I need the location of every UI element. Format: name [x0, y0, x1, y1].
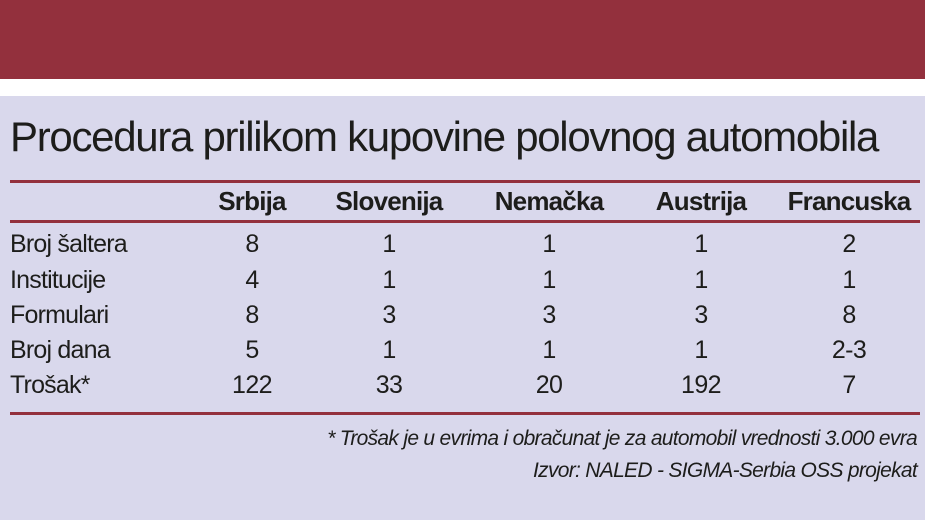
table-cell: 1 — [542, 266, 556, 294]
table-cell: 2-3 — [831, 336, 867, 364]
table-cell: 8 — [842, 301, 856, 329]
table-cell: 3 — [694, 301, 708, 329]
table-cell: 33 — [375, 371, 403, 399]
table-panel — [0, 96, 925, 520]
chart-title: Procedura prilikom kupovine polovnog aut… — [10, 113, 879, 160]
table-cell: 3 — [542, 301, 556, 329]
column-header: Nemačka — [494, 186, 604, 216]
table-cell: 1 — [842, 266, 856, 294]
table-cell: 1 — [542, 336, 556, 364]
row-label: Formulari — [10, 301, 109, 329]
table-cell: 192 — [681, 371, 722, 399]
table-cell: 1 — [382, 266, 396, 294]
table-cell: 122 — [232, 371, 273, 399]
table-cell: 1 — [382, 230, 396, 258]
column-header: Francuska — [787, 186, 912, 216]
table-cell: 2 — [842, 230, 856, 258]
bottom-rule — [10, 412, 920, 415]
table-cell: 1 — [542, 230, 556, 258]
row-label: Trošak* — [10, 371, 90, 399]
table-cell: 3 — [382, 301, 396, 329]
table-cell: 7 — [842, 371, 856, 399]
column-header: Slovenija — [335, 186, 444, 216]
top-rule — [10, 180, 920, 183]
table-cell: 1 — [694, 266, 708, 294]
table-cell: 5 — [245, 336, 259, 364]
table-cell: 1 — [382, 336, 396, 364]
header-rule — [10, 220, 920, 223]
column-header: Austrija — [655, 186, 747, 216]
footnote: * Trošak je u evrima i obračunat je za a… — [327, 427, 918, 450]
row-label: Institucije — [10, 266, 106, 294]
table-cell: 20 — [535, 371, 563, 399]
row-label: Broj dana — [10, 336, 111, 364]
table-cell: 4 — [245, 266, 259, 294]
table-cell: 8 — [245, 301, 259, 329]
table-cell: 8 — [245, 230, 259, 258]
source-note: Izvor: NALED - SIGMA-Serbia OSS projekat — [533, 459, 918, 482]
row-label: Broj šaltera — [10, 230, 128, 258]
column-header: Srbija — [218, 186, 286, 216]
header-band — [0, 0, 925, 79]
table-cell: 1 — [694, 336, 708, 364]
table-cell: 1 — [694, 230, 708, 258]
